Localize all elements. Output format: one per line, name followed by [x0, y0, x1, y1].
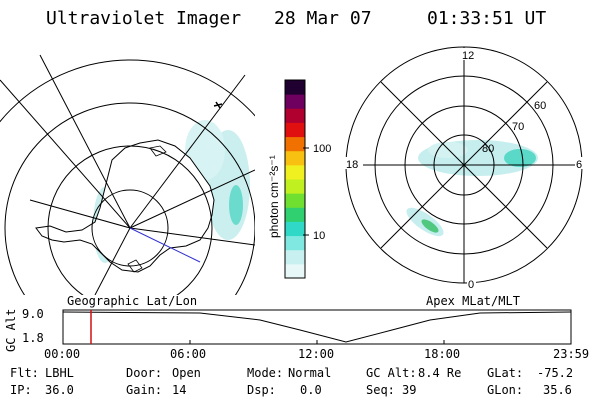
- latitude-circles: [0, 59, 255, 295]
- colorbar-band: [285, 164, 305, 180]
- colorbar-band: [285, 108, 305, 123]
- glat-label: GLat:: [487, 366, 524, 380]
- timeline-xtick-label: 00:00: [44, 347, 81, 361]
- ip-value: 36.0: [45, 383, 74, 397]
- gain-label: Gain:: [126, 383, 163, 397]
- colorbar-band: [285, 150, 305, 166]
- antarctica-coastline: [35, 139, 215, 273]
- glon-value: 35.6: [543, 383, 572, 397]
- gain-value: 14: [172, 383, 187, 397]
- door-label: Door:: [126, 366, 163, 380]
- timeline-xtick-label: 18:00: [424, 347, 461, 361]
- timeline-ytick-bottom: 1.8: [22, 331, 44, 345]
- mlt-label-dusk: 18: [346, 159, 358, 171]
- magnetic-caption: Apex MLat/MLT: [426, 294, 520, 308]
- colorbar-tick-label: 100: [313, 143, 331, 155]
- pole-marker: [213, 101, 223, 109]
- geographic-caption: Geographic Lat/Lon: [67, 294, 198, 308]
- colorbar-band: [285, 80, 305, 95]
- colorbar-band: [285, 249, 305, 265]
- colorbar-band: [285, 136, 305, 152]
- mlat-label-60: 60: [534, 100, 546, 112]
- mlt-label-noon: 12: [462, 50, 474, 62]
- geographic-map: [0, 54, 255, 295]
- seq-value: 39: [402, 383, 417, 397]
- altitude-curve: [62, 311, 572, 343]
- colorbar-band: [285, 94, 305, 109]
- colorbar-band: [285, 179, 305, 194]
- timeline-xticks: [62, 340, 572, 344]
- timeline-xtick-label: 23:59: [553, 347, 590, 361]
- mlt-label-dawn: 6: [576, 159, 582, 171]
- island-outline: [127, 259, 143, 273]
- aurora-emission-right: [406, 140, 538, 237]
- filter-label: Flt:: [10, 366, 39, 380]
- mlat-label-80: 80: [482, 143, 494, 155]
- seq-label: Seq:: [366, 383, 395, 397]
- date-text: 28 Mar 07: [274, 8, 372, 29]
- mode-label: Mode:: [247, 366, 284, 380]
- colorbar: 100 10 photon cm⁻²s⁻¹: [267, 79, 331, 279]
- timeline-xtick-label: 06:00: [170, 347, 207, 361]
- imager-title: Ultraviolet Imager: [46, 8, 242, 29]
- time-text: 01:33:51 UT: [427, 8, 547, 29]
- filter-value: LBHL: [45, 366, 74, 380]
- gc-alt-value: 8.4 Re: [418, 366, 462, 380]
- island-outline: [149, 145, 167, 157]
- timeline-xtick-label: 12:00: [298, 347, 335, 361]
- glon-label: GLon:: [487, 383, 524, 397]
- glat-value: -75.2: [537, 366, 574, 380]
- timeline-frame: [62, 309, 572, 345]
- mlt-label-midnight: 0: [468, 279, 474, 291]
- timeline-ytick-top: 9.0: [22, 307, 44, 321]
- timeline-ylabel: GC Alt: [4, 309, 18, 352]
- gc-altitude-timeline: 9.0 1.8 GC Alt: [4, 307, 572, 352]
- colorbar-unit-label: photon cm⁻²s⁻¹: [267, 155, 281, 238]
- mode-value: Normal: [288, 366, 332, 380]
- gc-alt-label: GC Alt:: [366, 366, 417, 380]
- door-value: Open: [172, 366, 201, 380]
- colorbar-band: [285, 122, 305, 138]
- magnetic-polar-plot: 12 18 6 0 80 70 60: [345, 46, 585, 291]
- dsp-value: 0.0: [300, 383, 322, 397]
- colorbar-tick-label: 10: [313, 230, 325, 242]
- longitude-lines: [0, 54, 255, 295]
- colorbar-band: [285, 235, 305, 251]
- mlat-label-70: 70: [512, 121, 524, 133]
- colorbar-band: [285, 207, 305, 222]
- dsp-label: Dsp:: [247, 383, 276, 397]
- colorbar-band: [285, 221, 305, 237]
- track-line: [129, 227, 201, 263]
- colorbar-band: [285, 263, 305, 279]
- ip-label: IP:: [10, 383, 32, 397]
- colorbar-band: [285, 193, 305, 208]
- mlt-meridians: [346, 47, 582, 283]
